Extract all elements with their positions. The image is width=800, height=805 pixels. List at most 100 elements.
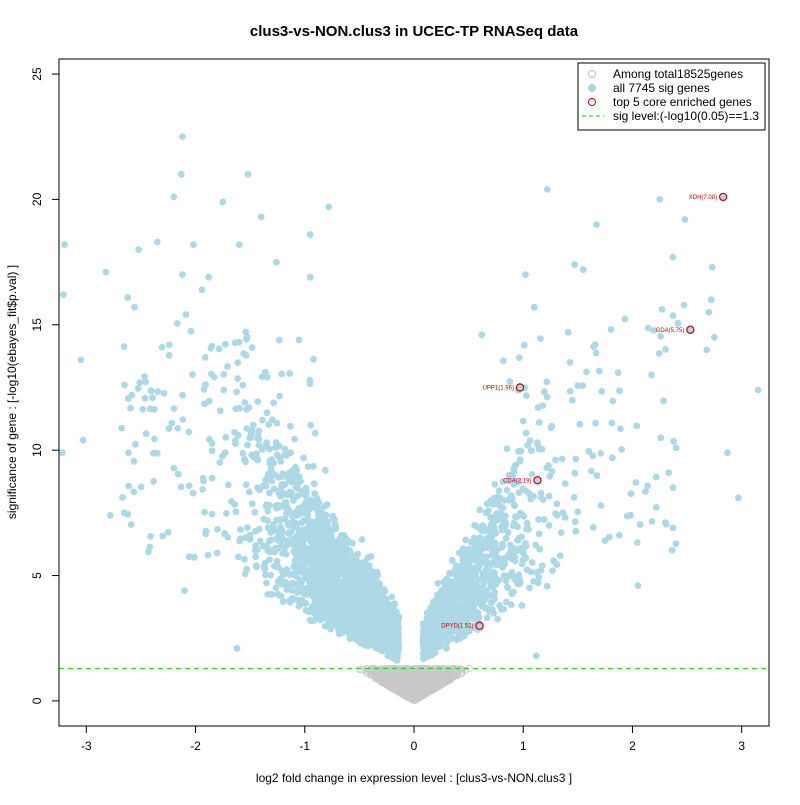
nonsig-gene-point bbox=[433, 680, 441, 689]
sig-gene-point bbox=[494, 615, 501, 623]
sig-gene-point bbox=[332, 525, 340, 533]
sig-gene-point bbox=[519, 417, 527, 425]
sig-gene-point bbox=[546, 473, 554, 480]
sig-gene-point bbox=[523, 519, 531, 527]
sig-gene-point bbox=[302, 528, 309, 535]
nonsig-gene-point bbox=[373, 671, 381, 679]
nonsig-gene-point bbox=[409, 680, 417, 688]
sig-gene-point bbox=[427, 604, 434, 612]
sig-gene-point bbox=[574, 382, 582, 390]
sig-gene-point bbox=[491, 526, 498, 534]
sig-gene-point bbox=[329, 512, 337, 520]
sig-gene-point bbox=[433, 596, 440, 603]
sig-gene-point bbox=[244, 441, 251, 449]
sig-gene-point bbox=[288, 594, 296, 602]
sig-gene-point bbox=[463, 616, 471, 624]
sig-gene-point bbox=[543, 582, 551, 590]
sig-gene-point bbox=[231, 500, 239, 508]
sig-gene-point bbox=[511, 462, 519, 469]
sig-gene-point bbox=[476, 506, 484, 514]
sig-gene-point bbox=[358, 536, 366, 543]
sig-gene-point bbox=[239, 449, 247, 457]
sig-gene-point bbox=[535, 419, 543, 426]
nonsig-gene-point bbox=[410, 690, 418, 698]
nonsig-gene-point bbox=[419, 686, 427, 694]
sig-gene-point bbox=[252, 553, 259, 561]
sig-gene-point bbox=[528, 559, 536, 566]
nonsig-gene-point bbox=[404, 691, 413, 699]
sig-gene-point bbox=[449, 578, 457, 586]
sig-gene-point bbox=[263, 543, 271, 551]
sig-gene-point bbox=[570, 493, 578, 501]
sig-gene-point bbox=[244, 524, 251, 531]
sig-gene-point bbox=[499, 542, 507, 550]
nonsig-gene-point bbox=[442, 676, 451, 684]
sig-gene-point bbox=[279, 598, 287, 605]
nonsig-gene-point bbox=[382, 666, 390, 674]
sig-gene-point bbox=[518, 602, 526, 609]
sig-gene-point bbox=[388, 593, 396, 601]
sig-gene-point bbox=[530, 578, 537, 585]
nonsig-gene-point bbox=[433, 683, 441, 691]
nonsig-gene-point bbox=[355, 665, 363, 673]
sig-gene-point bbox=[514, 536, 521, 544]
nonsig-gene-point bbox=[407, 690, 416, 699]
sig-gene-point bbox=[325, 526, 333, 534]
nonsig-gene-point bbox=[363, 665, 371, 673]
nonsig-gene-point bbox=[379, 674, 388, 682]
sig-gene-point bbox=[274, 590, 282, 598]
nonsig-gene-point bbox=[390, 683, 398, 692]
sig-gene-point bbox=[287, 449, 294, 457]
sig-gene-point bbox=[488, 599, 495, 607]
sig-gene-point bbox=[488, 520, 496, 528]
nonsig-gene-point bbox=[385, 682, 393, 690]
sig-gene-point bbox=[249, 421, 257, 429]
nonsig-gene-point bbox=[430, 669, 439, 677]
sig-gene-point bbox=[526, 584, 533, 592]
sig-gene-point bbox=[241, 555, 248, 563]
sig-gene-point bbox=[537, 489, 545, 497]
sig-gene-point bbox=[373, 568, 381, 576]
nonsig-gene-point bbox=[391, 665, 399, 673]
sig-gene-point bbox=[543, 464, 551, 472]
sig-gene-point bbox=[494, 554, 501, 562]
sig-gene-point bbox=[482, 553, 490, 560]
nonsig-gene-point bbox=[420, 668, 428, 677]
sig-gene-point bbox=[274, 578, 282, 585]
nonsig-gene-point bbox=[377, 670, 385, 678]
nonsig-gene-point bbox=[400, 670, 408, 678]
sig-gene-point bbox=[515, 489, 523, 497]
nonsig-gene-point bbox=[398, 687, 406, 695]
sig-gene-point bbox=[566, 359, 574, 366]
sig-gene-point bbox=[275, 442, 283, 450]
sig-gene-point bbox=[237, 526, 244, 533]
nonsig-gene-point bbox=[449, 671, 458, 680]
points-layer bbox=[58, 133, 762, 705]
sig-gene-point bbox=[277, 458, 285, 465]
sig-gene-point bbox=[516, 456, 524, 463]
nonsig-gene-point bbox=[413, 690, 421, 698]
nonsig-gene-point bbox=[443, 675, 451, 683]
sig-gene-point bbox=[579, 382, 587, 389]
sig-gene-point bbox=[528, 471, 536, 478]
sig-gene-point bbox=[502, 534, 510, 542]
nonsig-gene-point bbox=[451, 670, 459, 678]
sig-gene-point bbox=[558, 455, 566, 463]
sig-gene-point bbox=[336, 534, 344, 542]
sig-gene-point bbox=[251, 508, 259, 516]
sig-gene-point bbox=[293, 466, 301, 474]
sig-gene-point bbox=[267, 536, 275, 544]
sig-gene-point bbox=[327, 625, 335, 633]
sig-gene-point bbox=[258, 445, 266, 453]
sig-gene-point bbox=[572, 527, 580, 535]
sig-gene-point bbox=[508, 555, 516, 563]
nonsig-gene-point bbox=[411, 676, 419, 684]
sig-gene-point bbox=[488, 583, 496, 591]
nonsig-gene-point bbox=[453, 666, 461, 675]
sig-gene-point bbox=[518, 510, 526, 518]
sig-gene-point bbox=[504, 584, 512, 592]
nonsig-gene-point bbox=[419, 683, 427, 691]
nonsig-gene-point bbox=[396, 679, 404, 687]
sig-gene-point bbox=[507, 549, 514, 556]
sig-gene-point bbox=[475, 554, 483, 561]
